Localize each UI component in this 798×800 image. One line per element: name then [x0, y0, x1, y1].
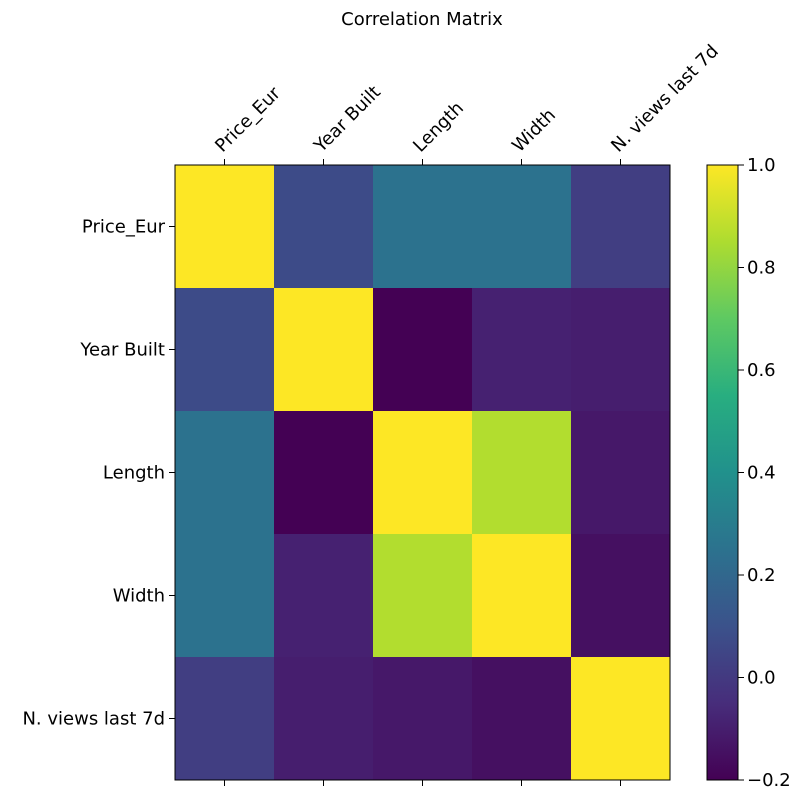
- colorbar-tick-label: 1.0: [747, 155, 776, 176]
- heatmap-cell: [373, 657, 473, 781]
- heatmap-cell: [472, 165, 572, 289]
- heatmap-cell: [274, 165, 374, 289]
- heatmap-cells: [175, 165, 671, 781]
- chart-title: Correlation Matrix: [341, 9, 503, 30]
- heatmap-cell: [175, 288, 275, 412]
- heatmap-cell: [175, 165, 275, 289]
- heatmap-cell: [571, 534, 671, 658]
- colorbar: [706, 164, 739, 781]
- heatmap-cell: [571, 288, 671, 412]
- heatmap-cell: [175, 534, 275, 658]
- x-tick-label: Price_Eur: [211, 83, 285, 157]
- x-tick-label: Length: [409, 98, 468, 157]
- heatmap-cell: [373, 411, 473, 535]
- colorbar-tick-label: −0.2: [747, 770, 791, 791]
- heatmap-cell: [472, 657, 572, 781]
- y-tick-label: Length: [103, 463, 165, 484]
- colorbar-tick-label: 0.0: [747, 668, 776, 689]
- heatmap-cell: [571, 411, 671, 535]
- colorbar-tick-label: 0.2: [747, 565, 776, 586]
- heatmap-cell: [274, 411, 374, 535]
- x-tick-label: N. views last 7d: [607, 41, 723, 157]
- heatmap-cell: [472, 288, 572, 412]
- y-axis-ticks: Price_Eur Year Built Length Width N. views l…: [22, 217, 175, 730]
- heatmap-cell: [472, 411, 572, 535]
- heatmap-cell: [274, 288, 374, 412]
- heatmap-cell: [472, 534, 572, 658]
- heatmap-cell: [571, 165, 671, 289]
- heatmap-cell: [274, 534, 374, 658]
- y-tick-label: Year Built: [79, 340, 165, 361]
- x-tick-label: Width: [508, 105, 560, 157]
- y-tick-label: Price_Eur: [82, 217, 166, 238]
- heatmap-cell: [274, 657, 374, 781]
- colorbar-tick-label: 0.8: [747, 258, 776, 279]
- colorbar-ticks: −0.2 0.0 0.2 0.4 0.6 0.8 1.0: [738, 155, 791, 791]
- y-tick-label: Width: [113, 586, 165, 607]
- heatmap-cell: [373, 534, 473, 658]
- heatmap-cell: [175, 411, 275, 535]
- heatmap-cell: [571, 657, 671, 781]
- colorbar-tick-label: 0.4: [747, 463, 776, 484]
- heatmap-cell: [373, 288, 473, 412]
- y-tick-label: N. views last 7d: [22, 709, 165, 730]
- colorbar-tick-label: 0.6: [747, 360, 776, 381]
- heatmap-cell: [373, 165, 473, 289]
- x-tick-label: Year Built: [309, 82, 384, 157]
- heatmap-cell: [175, 657, 275, 781]
